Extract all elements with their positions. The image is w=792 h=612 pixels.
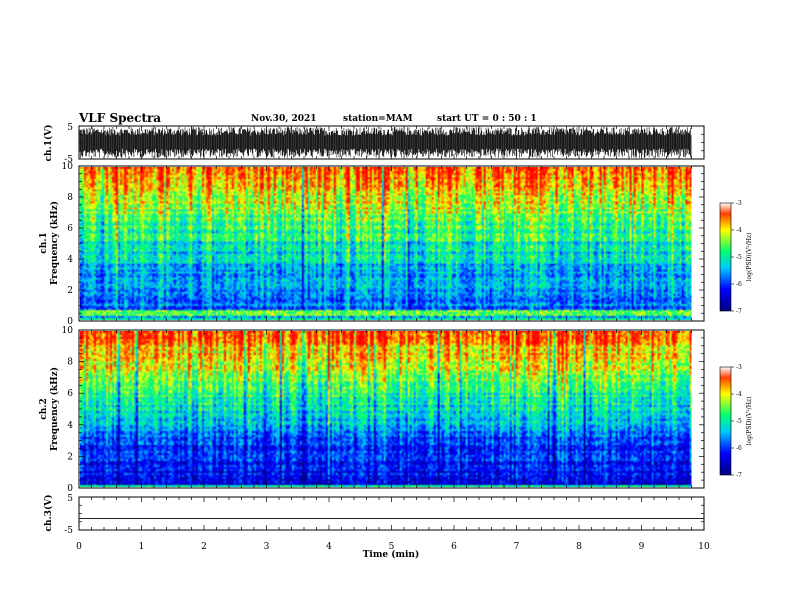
x-tick-label: 4 [326,542,332,552]
x-tick-label: 1 [139,542,145,552]
start-time-label: start UT = 0 : 50 : 1 [437,114,537,124]
frequency-tick-label: 6 [67,224,73,234]
ch1-ylabel-channel: ch.1 [39,232,49,253]
ch1-ylabel: ch.1(V) [43,125,54,162]
colorbar-ch1: -3 -4 -5 -6 -7 log(PSD)(V²/Hz) [719,200,753,315]
frequency-tick-label: 4 [67,421,73,431]
ch3-ylabel: ch.3(V) [43,495,54,532]
ch1-spectrogram-ticks [78,166,705,321]
ch1-spectrogram-image [80,167,692,320]
frequency-tick-label: 10 [62,326,74,336]
frequency-tick-label: 10 [62,162,74,172]
x-tick-label: 2 [201,542,207,552]
frequency-tick-label: 2 [67,286,73,296]
ch2-spectrogram-panel: 0 2 4 6 8 10 ch.2 Frequency (kHz) [39,326,705,494]
colorbar-ch2-label: log(PSD)(V²/Hz) [746,397,753,446]
x-tick-label: 3 [264,542,270,552]
ch3-waveform-ticks [78,496,705,531]
frequency-tick-label: 8 [67,193,73,203]
colorbar-tick-label: -7 [736,308,742,315]
colorbar-ch2: -3 -4 -5 -6 -7 log(PSD)(V²/Hz) [719,364,753,479]
x-tick-label: 5 [389,542,395,552]
x-tick-label: 8 [576,542,582,552]
frequency-tick-label: 2 [67,452,73,462]
ch3-ytick-neg5: -5 [64,526,73,536]
x-axis-tick-labels: 0 1 2 3 4 5 6 7 8 9 10 [76,542,710,552]
colorbar-ch1-gradient [719,202,732,312]
colorbar-tick-label: -7 [736,472,742,479]
frequency-tick-label: 4 [67,255,73,265]
ch1-waveform-ticks [78,125,705,160]
x-axis-label: Time (min) [363,549,420,560]
colorbar-tick-label: -5 [736,254,742,261]
ch1-waveform-line [79,127,692,158]
frequency-tick-label: 8 [67,358,73,368]
colorbar-tick-label: -6 [736,281,742,288]
chart-title: VLF Spectra [79,111,162,125]
colorbar-tick-label: -5 [736,418,742,425]
ch1-ytick-5: 5 [67,123,73,133]
ch2-ylabel-frequency: Frequency (kHz) [49,367,60,451]
colorbar-ch1-ticks: -3 -4 -5 -6 -7 [731,200,742,315]
colorbar-tick-label: -4 [736,227,742,234]
colorbar-ch2-ticks: -3 -4 -5 -6 -7 [731,364,742,479]
frequency-tick-label: 0 [67,317,73,327]
ch2-spectrogram-ticks [78,330,705,488]
colorbar-tick-label: -3 [736,200,742,207]
x-tick-label: 9 [639,542,645,552]
station-label: station=MAM [343,114,413,124]
colorbar-ch1-label: log(PSD)(V²/Hz) [746,233,753,282]
ch3-ytick-5: 5 [67,494,73,504]
ch2-frequency-ticks: 0 2 4 6 8 10 [62,326,704,494]
x-tick-label: 7 [514,542,520,552]
ch3-waveform-panel: 5 -5 ch.3(V) [43,494,705,536]
x-tick-label: 10 [698,542,710,552]
ch2-spectrogram-image [80,331,692,487]
colorbar-tick-label: -3 [736,364,742,371]
colorbar-tick-label: -4 [736,391,742,398]
frequency-tick-label: 6 [67,389,73,399]
ch1-frequency-ticks: 0 2 4 6 8 10 [62,162,704,327]
ch1-waveform-panel: 5 -5 ch.1(V) [43,123,705,165]
colorbar-tick-label: -6 [736,445,742,452]
x-tick-label: 6 [451,542,457,552]
ch2-ylabel-channel: ch.2 [39,398,49,419]
frequency-tick-label: 0 [67,484,73,494]
colorbar-ch2-gradient [719,366,732,476]
ch1-ytick-neg5: -5 [64,155,73,165]
x-tick-label: 0 [76,542,82,552]
ch1-spectrogram-panel: 0 2 4 6 8 10 ch.1 Frequency (kHz) [39,162,705,327]
ch3-waveform-frame [78,496,705,531]
ch1-ylabel-frequency: Frequency (kHz) [49,201,60,285]
date-label: Nov.30, 2021 [251,114,317,124]
